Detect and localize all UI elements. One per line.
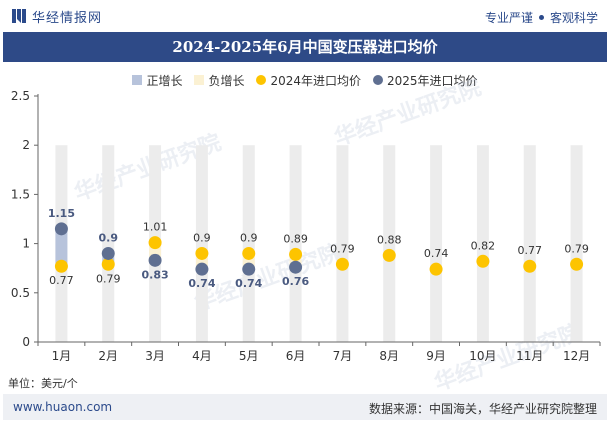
grid-column bbox=[430, 145, 443, 342]
data-label-2024: 0.77 bbox=[518, 244, 543, 257]
point-2024 bbox=[148, 236, 162, 250]
brand-name: 华经情报网 bbox=[32, 10, 103, 26]
brand[interactable]: 华经情报网 bbox=[12, 7, 103, 26]
point-2024 bbox=[570, 257, 584, 271]
point-2025 bbox=[101, 246, 115, 260]
grid-column bbox=[476, 145, 489, 342]
x-tick-label: 4月 bbox=[192, 349, 212, 363]
top-bar: 华经情报网 专业严谨 客观科学 bbox=[0, 0, 610, 32]
x-tick-label: 9月 bbox=[426, 349, 446, 363]
data-label-2025: 0.74 bbox=[188, 277, 215, 290]
data-label-2024: 0.9 bbox=[193, 231, 211, 244]
footer-source: 数据来源：中国海关，华经产业研究院整理 bbox=[368, 402, 597, 416]
legend-item-positive[interactable]: 正增长 bbox=[132, 72, 182, 89]
legend: 正增长 负增长 2024年进口均价 2025年进口均价 bbox=[0, 70, 610, 90]
point-2024 bbox=[335, 257, 349, 271]
tagline-right: 客观科学 bbox=[549, 11, 598, 25]
data-label-2024: 0.79 bbox=[96, 272, 121, 285]
x-tick-label: 7月 bbox=[333, 349, 353, 363]
data-label-2024: 0.79 bbox=[564, 242, 589, 255]
point-2024 bbox=[382, 248, 396, 262]
x-tick-label: 6月 bbox=[286, 349, 306, 363]
grid-column bbox=[570, 145, 583, 342]
data-label-2025: 0.9 bbox=[99, 231, 119, 244]
unit-label: 单位：美元/个 bbox=[8, 377, 78, 390]
x-tick-label: 12月 bbox=[563, 349, 590, 363]
grid-column bbox=[242, 145, 255, 342]
grid-column bbox=[102, 145, 115, 342]
x-tick-label: 10月 bbox=[469, 349, 496, 363]
point-2024 bbox=[242, 246, 256, 260]
footer: www.huaon.com 数据来源：中国海关，华经产业研究院整理 bbox=[3, 394, 607, 420]
y-tick-label: 0.5 bbox=[11, 286, 30, 300]
y-tick-label: 0 bbox=[22, 335, 30, 349]
point-2024 bbox=[289, 247, 303, 261]
legend-dot-icon bbox=[256, 75, 267, 85]
point-2024 bbox=[429, 262, 443, 276]
data-label-2024: 0.82 bbox=[471, 239, 496, 252]
x-tick-label: 5月 bbox=[239, 349, 259, 363]
point-2025 bbox=[148, 253, 162, 267]
point-2024 bbox=[54, 259, 68, 273]
y-tick-label: 2.5 bbox=[11, 89, 30, 103]
grid-column bbox=[336, 145, 349, 342]
point-2025 bbox=[289, 260, 303, 274]
point-2024 bbox=[476, 254, 490, 268]
brand-logo-icon bbox=[12, 9, 26, 23]
grid-column bbox=[383, 145, 396, 342]
data-label-2024: 0.77 bbox=[49, 274, 74, 287]
data-label-2024: 0.79 bbox=[330, 242, 355, 255]
legend-item-2024[interactable]: 2024年进口均价 bbox=[256, 72, 361, 89]
legend-item-2025[interactable]: 2025年进口均价 bbox=[373, 72, 478, 89]
legend-label: 2025年进口均价 bbox=[387, 73, 478, 88]
point-2024 bbox=[523, 259, 537, 273]
data-label-2024: 0.89 bbox=[283, 232, 308, 245]
y-tick-label: 1 bbox=[22, 237, 30, 251]
data-label-2025: 0.83 bbox=[142, 268, 169, 281]
legend-label: 负增长 bbox=[208, 73, 245, 88]
data-label-2024: 0.88 bbox=[377, 233, 402, 246]
legend-rect-icon bbox=[132, 75, 143, 85]
data-label-2024: 0.74 bbox=[424, 247, 449, 260]
grid-column bbox=[523, 145, 536, 342]
data-label-2024: 0.9 bbox=[240, 231, 258, 244]
tagline: 专业严谨 客观科学 bbox=[485, 9, 598, 26]
data-label-2025: 0.76 bbox=[282, 275, 309, 288]
grid-column bbox=[195, 145, 208, 342]
x-tick-label: 8月 bbox=[379, 349, 399, 363]
tagline-left: 专业严谨 bbox=[484, 11, 533, 25]
point-2025 bbox=[54, 222, 68, 236]
tagline-dot-icon bbox=[538, 15, 544, 20]
footer-url[interactable]: www.huaon.com bbox=[13, 400, 113, 414]
point-2025 bbox=[242, 262, 256, 276]
x-tick-label: 1月 bbox=[52, 349, 72, 363]
y-tick-label: 2 bbox=[22, 138, 30, 152]
chart-title: 2024-2025年6月中国变压器进口均价 bbox=[3, 32, 607, 62]
data-label-2024: 1.01 bbox=[143, 221, 168, 234]
legend-label: 正增长 bbox=[146, 73, 183, 88]
positive-growth-bar bbox=[55, 228, 68, 267]
legend-dot-icon bbox=[373, 75, 384, 85]
x-tick-label: 11月 bbox=[516, 349, 543, 363]
grid-column bbox=[289, 145, 302, 342]
point-2024 bbox=[195, 246, 209, 260]
y-tick-label: 1.5 bbox=[11, 187, 30, 201]
data-label-2025: 1.15 bbox=[48, 207, 75, 220]
x-tick-label: 2月 bbox=[98, 349, 118, 363]
point-2024 bbox=[101, 257, 115, 271]
point-2025 bbox=[195, 262, 209, 276]
legend-label: 2024年进口均价 bbox=[270, 73, 362, 88]
legend-rect-icon bbox=[194, 75, 205, 85]
x-tick-label: 3月 bbox=[145, 349, 165, 363]
data-label-2025: 0.74 bbox=[235, 277, 262, 290]
legend-item-negative[interactable]: 负增长 bbox=[194, 72, 244, 89]
